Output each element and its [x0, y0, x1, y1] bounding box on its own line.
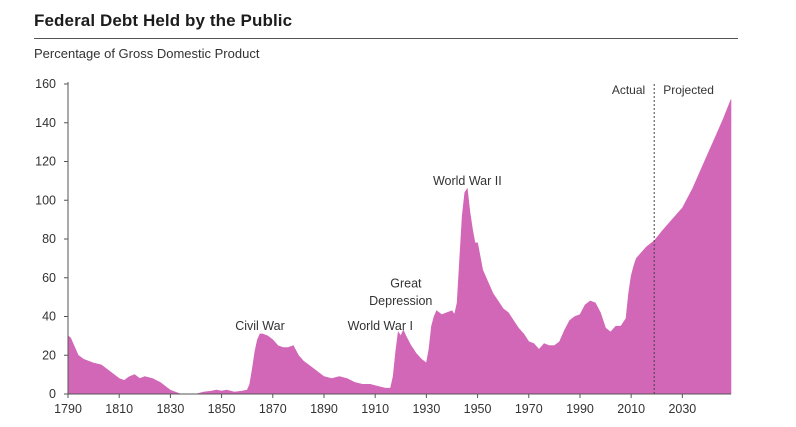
x-tick-label-1930: 1930 — [412, 402, 440, 416]
x-tick-label-1910: 1910 — [361, 402, 389, 416]
y-tick-label-40: 40 — [42, 310, 56, 324]
annotation-great: Great — [390, 276, 422, 290]
x-tick-label-1850: 1850 — [208, 402, 236, 416]
x-tick-label-1950: 1950 — [464, 402, 492, 416]
x-tick-label-1810: 1810 — [105, 402, 133, 416]
annotation-depression: Depression — [369, 294, 432, 308]
x-tick-label-1830: 1830 — [156, 402, 184, 416]
y-tick-label-80: 80 — [42, 232, 56, 246]
x-tick-label-1890: 1890 — [310, 402, 338, 416]
y-tick-label-0: 0 — [49, 387, 56, 401]
projected-label: Projected — [663, 83, 714, 97]
x-tick-label-2030: 2030 — [668, 402, 696, 416]
chart-subtitle: Percentage of Gross Domestic Product — [34, 46, 260, 61]
y-tick-label-120: 120 — [35, 155, 56, 169]
y-tick-label-140: 140 — [35, 116, 56, 130]
annotation-world-war-ii: World War II — [433, 174, 502, 188]
actual-label: Actual — [612, 83, 645, 97]
x-tick-label-1790: 1790 — [54, 402, 82, 416]
y-tick-label-160: 160 — [35, 77, 56, 91]
annotation-civil-war: Civil War — [235, 319, 285, 333]
x-tick-label-1990: 1990 — [566, 402, 594, 416]
y-tick-label-100: 100 — [35, 193, 56, 207]
annotation-world-war-i: World War I — [348, 319, 413, 333]
y-tick-label-20: 20 — [42, 348, 56, 362]
debt-area-series — [67, 99, 732, 395]
title-divider — [34, 38, 738, 39]
x-tick-label-1970: 1970 — [515, 402, 543, 416]
y-tick-label-60: 60 — [42, 271, 56, 285]
x-tick-label-2010: 2010 — [617, 402, 645, 416]
x-tick-label-1870: 1870 — [259, 402, 287, 416]
chart-title: Federal Debt Held by the Public — [34, 11, 293, 30]
